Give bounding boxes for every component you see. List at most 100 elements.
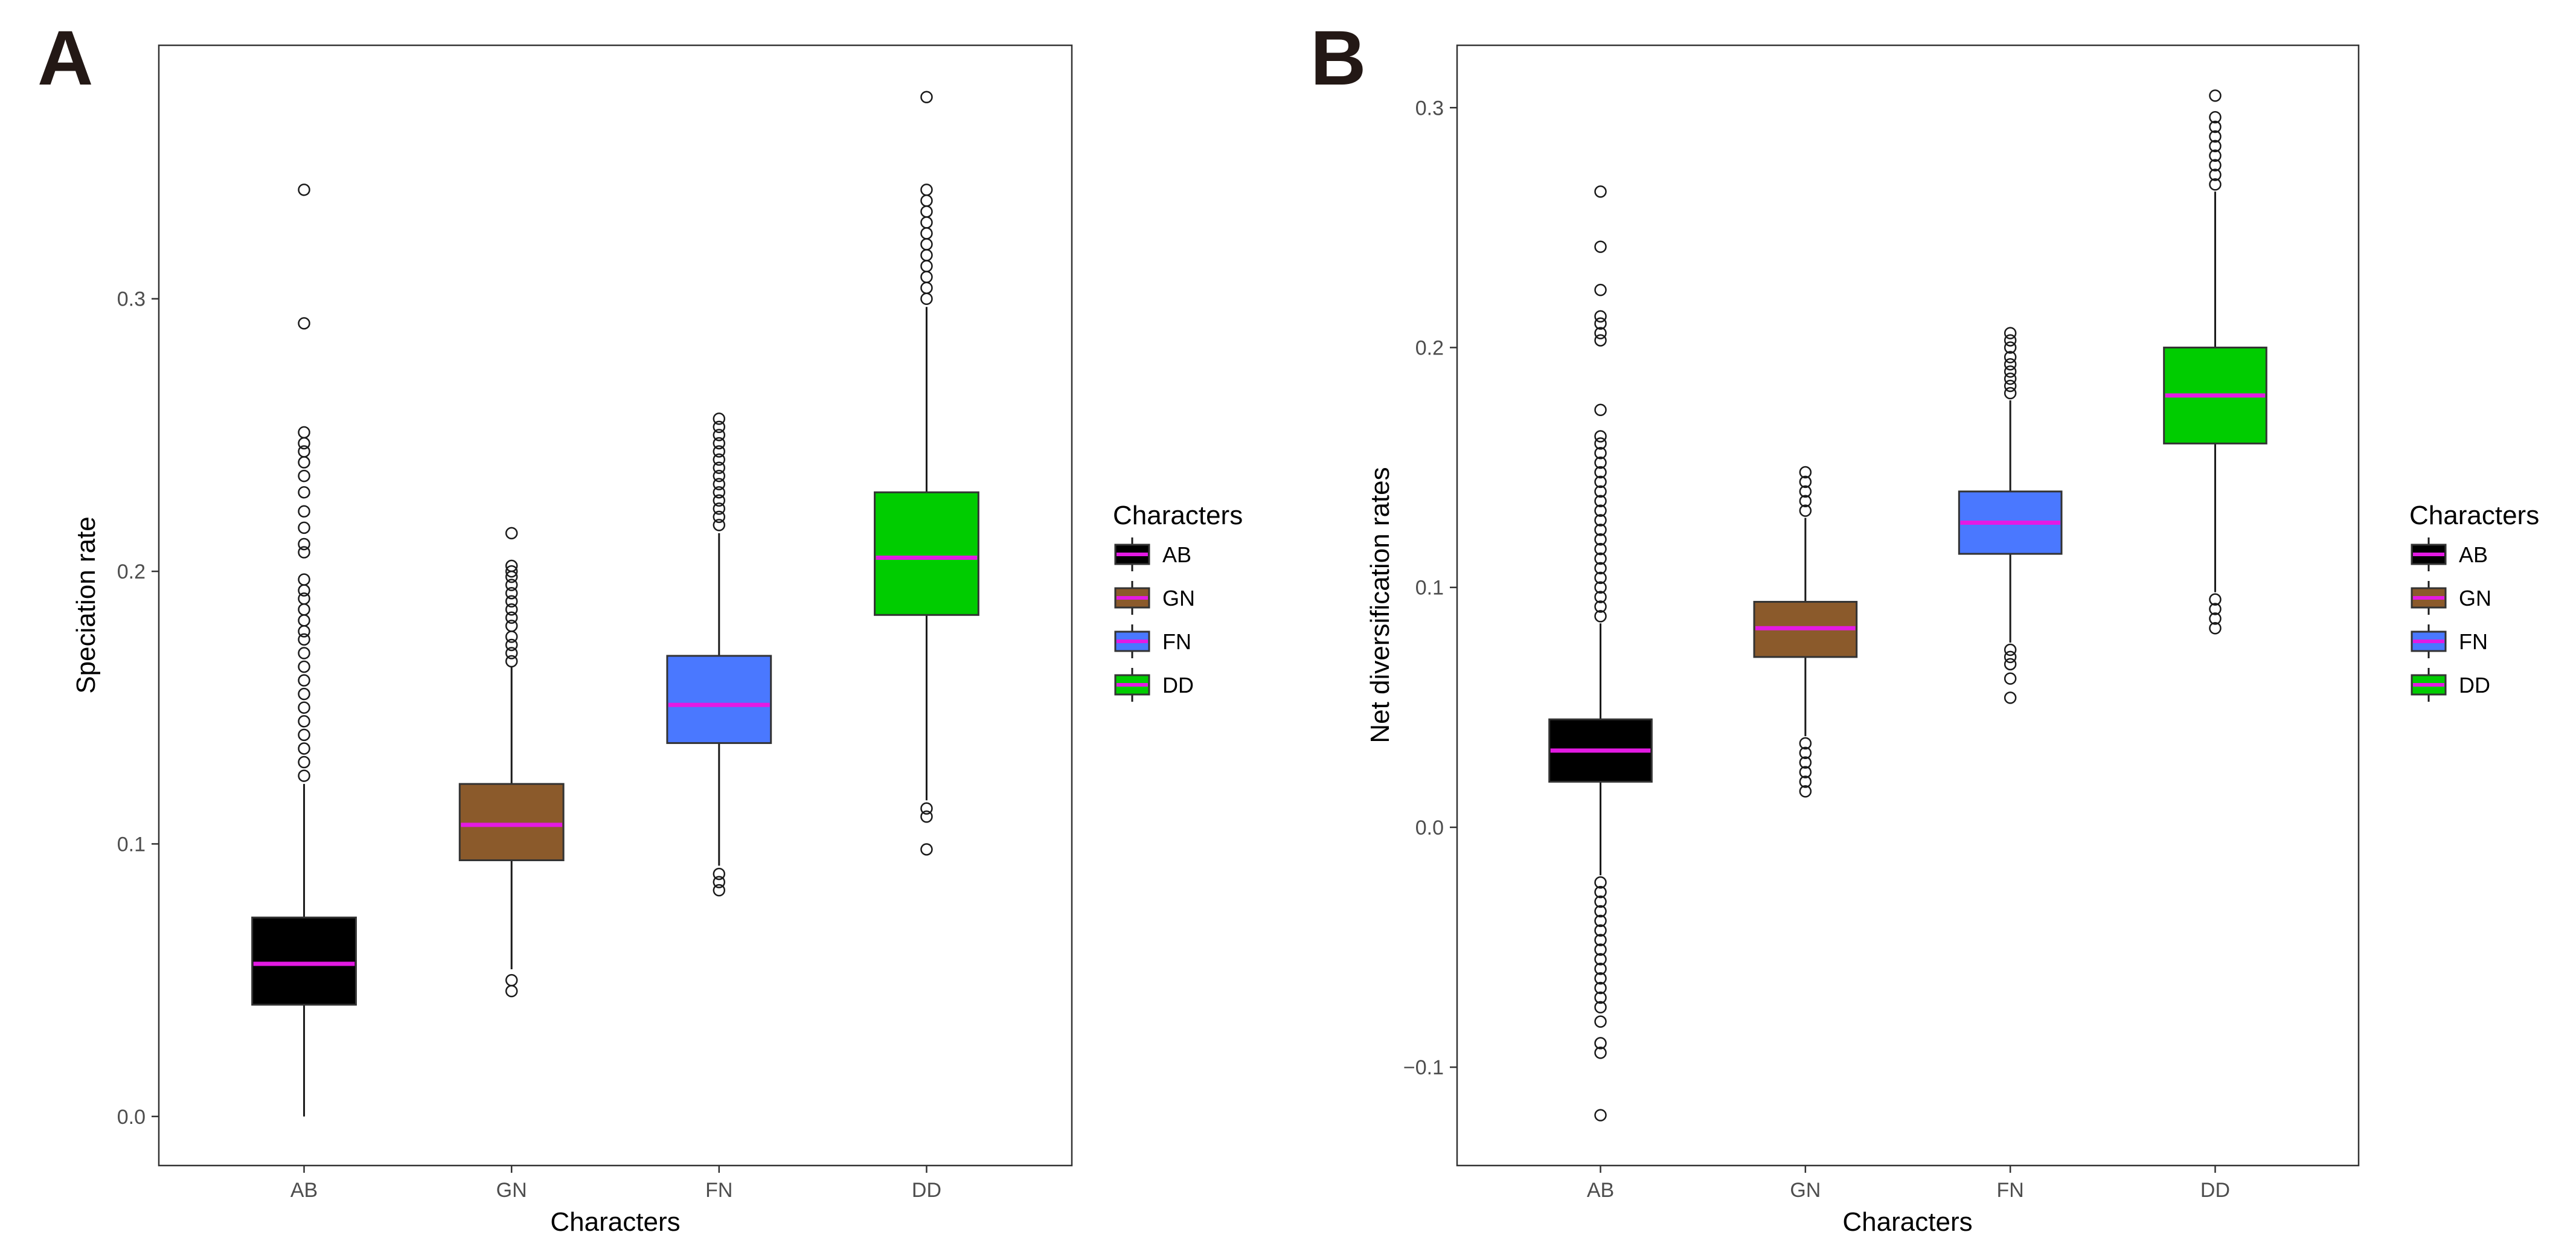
outlier-point [1594,430,1607,443]
outlier-point [1594,552,1607,565]
panel-b-y-axis-title: Net diversification rates [1365,467,1395,743]
outlier-point [920,260,933,272]
outlier-point [713,412,726,425]
outlier-point [1594,475,1607,489]
outlier-point [1594,1047,1607,1059]
panel-a-y-axis-title: Speciation rate [71,516,101,694]
legend-item-gn: GN [2411,581,2491,615]
outlier-point [1799,746,1812,760]
box-iqr [251,916,357,1006]
outlier-point [1594,327,1607,339]
outlier-point [1594,924,1607,937]
outlier-point [2004,358,2017,371]
outlier-point [1594,581,1607,594]
outlier-point [713,486,726,499]
outlier-point [713,469,726,483]
outlier-point [713,519,726,531]
outlier-point [1594,466,1607,479]
panel-a-x-axis-title: Characters [550,1207,680,1237]
panel-a-boxes [251,91,979,1117]
outlier-point [1594,905,1607,918]
legend-item-fn: FN [2411,624,2488,658]
outlier-point [2209,621,2222,635]
panel-b-y-tick-label: 0.1 [1415,577,1444,600]
outlier-point [2004,650,2017,664]
panel-b-x-tick-label: GN [1790,1179,1821,1202]
outlier-point [920,216,933,229]
outlier-point [1594,963,1607,975]
outlier-point [1594,591,1607,603]
panel-b-box-dd [2163,89,2267,635]
outlier-point [505,595,518,608]
outlier-point [298,592,310,605]
outlier-point [920,281,933,294]
panel-a-box-ab [251,183,357,1117]
outlier-point [505,579,518,591]
panel-a-x-tick-label: AB [290,1179,318,1202]
outlier-point [920,91,933,104]
outlier-point [1594,943,1607,956]
outlier-point [1799,495,1812,507]
outlier-point [505,620,518,632]
outlier-point [2004,372,2017,385]
legend-item-ab: AB [2411,537,2488,571]
outlier-point [2004,327,2017,339]
outlier-point [920,227,933,240]
outlier-point [505,586,518,600]
outlier-point [2209,178,2222,191]
panel-b-x-tick-label: FN [1996,1179,2023,1202]
outlier-point [1594,310,1607,323]
legend-label: GN [1162,586,1195,611]
outlier-point [505,603,518,616]
outlier-point [2004,643,2017,656]
outlier-point [1594,571,1607,585]
outlier-point [298,573,310,586]
outlier-point [1594,981,1607,995]
panel-b-legend-keys: AB GN FN DD [2411,537,2491,702]
outlier-point [1594,334,1607,347]
outlier-point [713,437,726,450]
outlier-point [1594,437,1607,450]
outlier-point [920,249,933,261]
outlier-point [505,638,518,652]
outlier-point [298,603,310,616]
outlier-point [1594,934,1607,946]
panel-a-x-tick-label: FN [705,1179,732,1202]
panel-a-x-ticks: AB GN FN DD [290,1166,941,1202]
outlier-point [1594,485,1607,498]
legend-label: DD [2459,673,2490,698]
outlier-point [713,420,726,434]
panel-a-x-tick-label: DD [912,1179,941,1202]
legend-item-gn: GN [1114,581,1195,615]
outlier-point [1594,876,1607,889]
outlier-point [505,655,518,668]
outlier-point [505,647,518,659]
outlier-point [298,546,310,559]
outlier-point [2209,120,2222,133]
outlier-point [298,521,310,534]
outlier-point [1594,456,1607,469]
panel-b-plot-border [1456,44,2360,1167]
outlier-point [505,565,518,578]
outlier-point [1799,737,1812,750]
outlier-point [298,647,310,659]
outlier-point [1594,524,1607,536]
panel-b-y-tick-label: 0.2 [1415,336,1444,359]
outlier-point [920,194,933,207]
outlier-point [2209,140,2222,153]
outlier-point [1594,542,1607,556]
outlier-point [2004,658,2017,671]
outlier-point [2209,149,2222,162]
outlier-point [1594,240,1607,253]
outlier-point [920,238,933,251]
panel-a-box-fn [666,412,772,897]
box-iqr [458,783,565,862]
outlier-point [2209,89,2222,102]
outlier-point [2004,672,2017,685]
outlier-point [1594,447,1607,460]
legend-label: AB [2459,542,2488,567]
outlier-point [505,973,518,987]
outlier-point [2004,379,2017,393]
outlier-point [1594,504,1607,517]
